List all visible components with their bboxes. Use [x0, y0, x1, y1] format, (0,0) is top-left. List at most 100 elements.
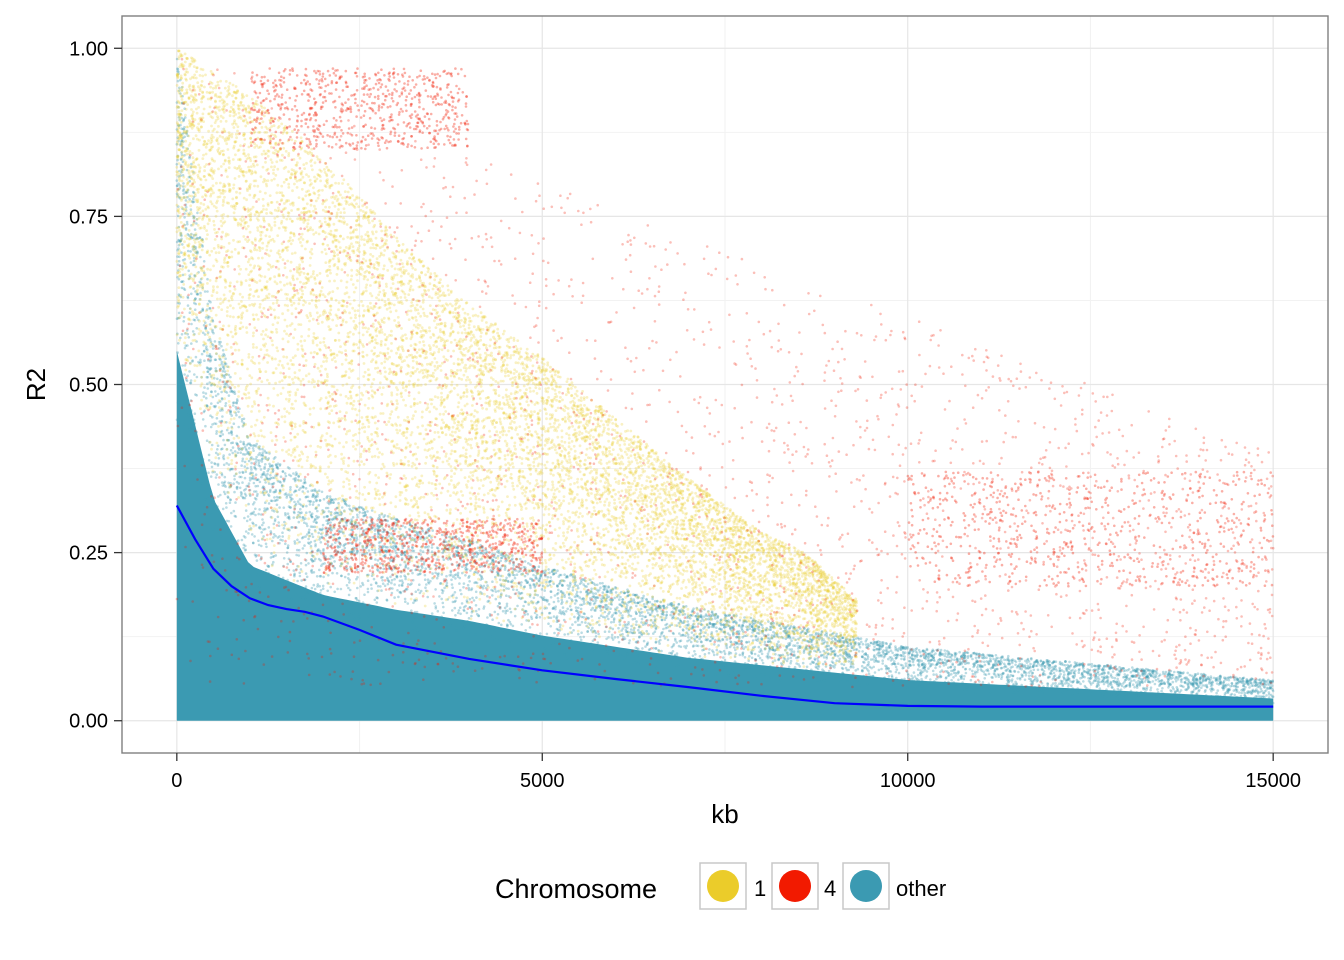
- point-other: [192, 214, 195, 218]
- point-other: [893, 662, 897, 666]
- point-other: [618, 598, 621, 601]
- point-other: [735, 621, 738, 624]
- point-other: [1262, 695, 1265, 698]
- point-other: [216, 558, 219, 562]
- point-other: [1253, 690, 1257, 693]
- point-other: [559, 623, 562, 627]
- point-other: [990, 654, 993, 657]
- point-other: [1113, 676, 1117, 680]
- point-other: [491, 594, 494, 597]
- point-other: [1007, 654, 1010, 658]
- point-other: [1096, 670, 1100, 673]
- point-other: [175, 179, 179, 182]
- point-other: [743, 656, 747, 659]
- point-other: [484, 638, 488, 642]
- point-other: [348, 504, 351, 508]
- point-other: [459, 588, 462, 592]
- point-other: [741, 624, 745, 628]
- point-other: [318, 568, 321, 572]
- point-other: [1006, 673, 1010, 677]
- point-other: [189, 261, 193, 264]
- point-other: [607, 586, 610, 589]
- point-other: [504, 553, 508, 557]
- point-other: [187, 269, 190, 273]
- point-other: [463, 609, 466, 613]
- point-other: [703, 653, 707, 656]
- point-other: [331, 571, 334, 575]
- point-other: [1211, 680, 1214, 683]
- point-other: [353, 617, 356, 621]
- point-other: [233, 490, 236, 494]
- point-other: [269, 464, 272, 468]
- point-other: [304, 597, 307, 601]
- point-other: [610, 603, 613, 606]
- point-other: [829, 673, 833, 676]
- point-other: [471, 596, 474, 600]
- point-other: [212, 331, 215, 335]
- point-other: [505, 587, 508, 590]
- point-other: [556, 569, 559, 572]
- point-other: [515, 557, 518, 561]
- point-other: [747, 666, 751, 669]
- point-other: [711, 622, 715, 626]
- point-other: [685, 644, 688, 648]
- point-other: [207, 299, 211, 303]
- point-other: [242, 417, 246, 421]
- point-other: [384, 545, 388, 549]
- point-other: [1098, 664, 1101, 667]
- point-other: [394, 549, 397, 553]
- point-other: [347, 593, 351, 597]
- point-other: [185, 379, 189, 383]
- point-other: [529, 586, 532, 590]
- point-other: [321, 594, 324, 598]
- point-other: [455, 596, 458, 600]
- point-other: [370, 509, 374, 512]
- point-other: [366, 579, 370, 582]
- point-other: [561, 600, 564, 604]
- point-other: [498, 578, 502, 582]
- point-other: [568, 574, 572, 577]
- point-other: [543, 647, 547, 650]
- point-other: [549, 624, 552, 628]
- point-other: [894, 665, 898, 669]
- point-other: [369, 583, 373, 587]
- point-other: [485, 550, 489, 554]
- point-other: [480, 585, 483, 588]
- point-other: [238, 471, 241, 474]
- point-other: [1239, 694, 1243, 698]
- point-other: [1098, 687, 1102, 690]
- point-other: [538, 576, 542, 580]
- point-other: [282, 527, 286, 530]
- point-other: [491, 618, 494, 621]
- point-other: [1130, 679, 1133, 683]
- point-other: [242, 440, 245, 444]
- point-other: [823, 640, 827, 643]
- point-other: [279, 481, 282, 484]
- point-other: [473, 622, 477, 625]
- point-other: [989, 690, 992, 694]
- point-other: [613, 596, 616, 600]
- point-other: [908, 651, 911, 655]
- point-other: [225, 383, 228, 386]
- point-other: [320, 528, 324, 532]
- point-other: [381, 527, 385, 530]
- point-other: [221, 433, 225, 436]
- point-other: [210, 402, 213, 405]
- point-other: [894, 645, 897, 648]
- point-other: [833, 663, 837, 667]
- grid-lines: [122, 16, 1328, 753]
- point-other: [568, 596, 571, 600]
- point-other: [237, 425, 240, 429]
- point-other: [847, 660, 850, 663]
- point-other: [1016, 677, 1019, 680]
- point-other: [430, 612, 434, 615]
- point-other: [1145, 688, 1148, 691]
- point-other: [790, 639, 793, 642]
- point-other: [1017, 670, 1020, 674]
- point-other: [782, 660, 785, 663]
- point-other: [175, 418, 179, 422]
- point-other: [407, 572, 410, 576]
- point-other: [381, 582, 385, 585]
- point-other: [1201, 684, 1205, 687]
- point-other: [619, 653, 622, 656]
